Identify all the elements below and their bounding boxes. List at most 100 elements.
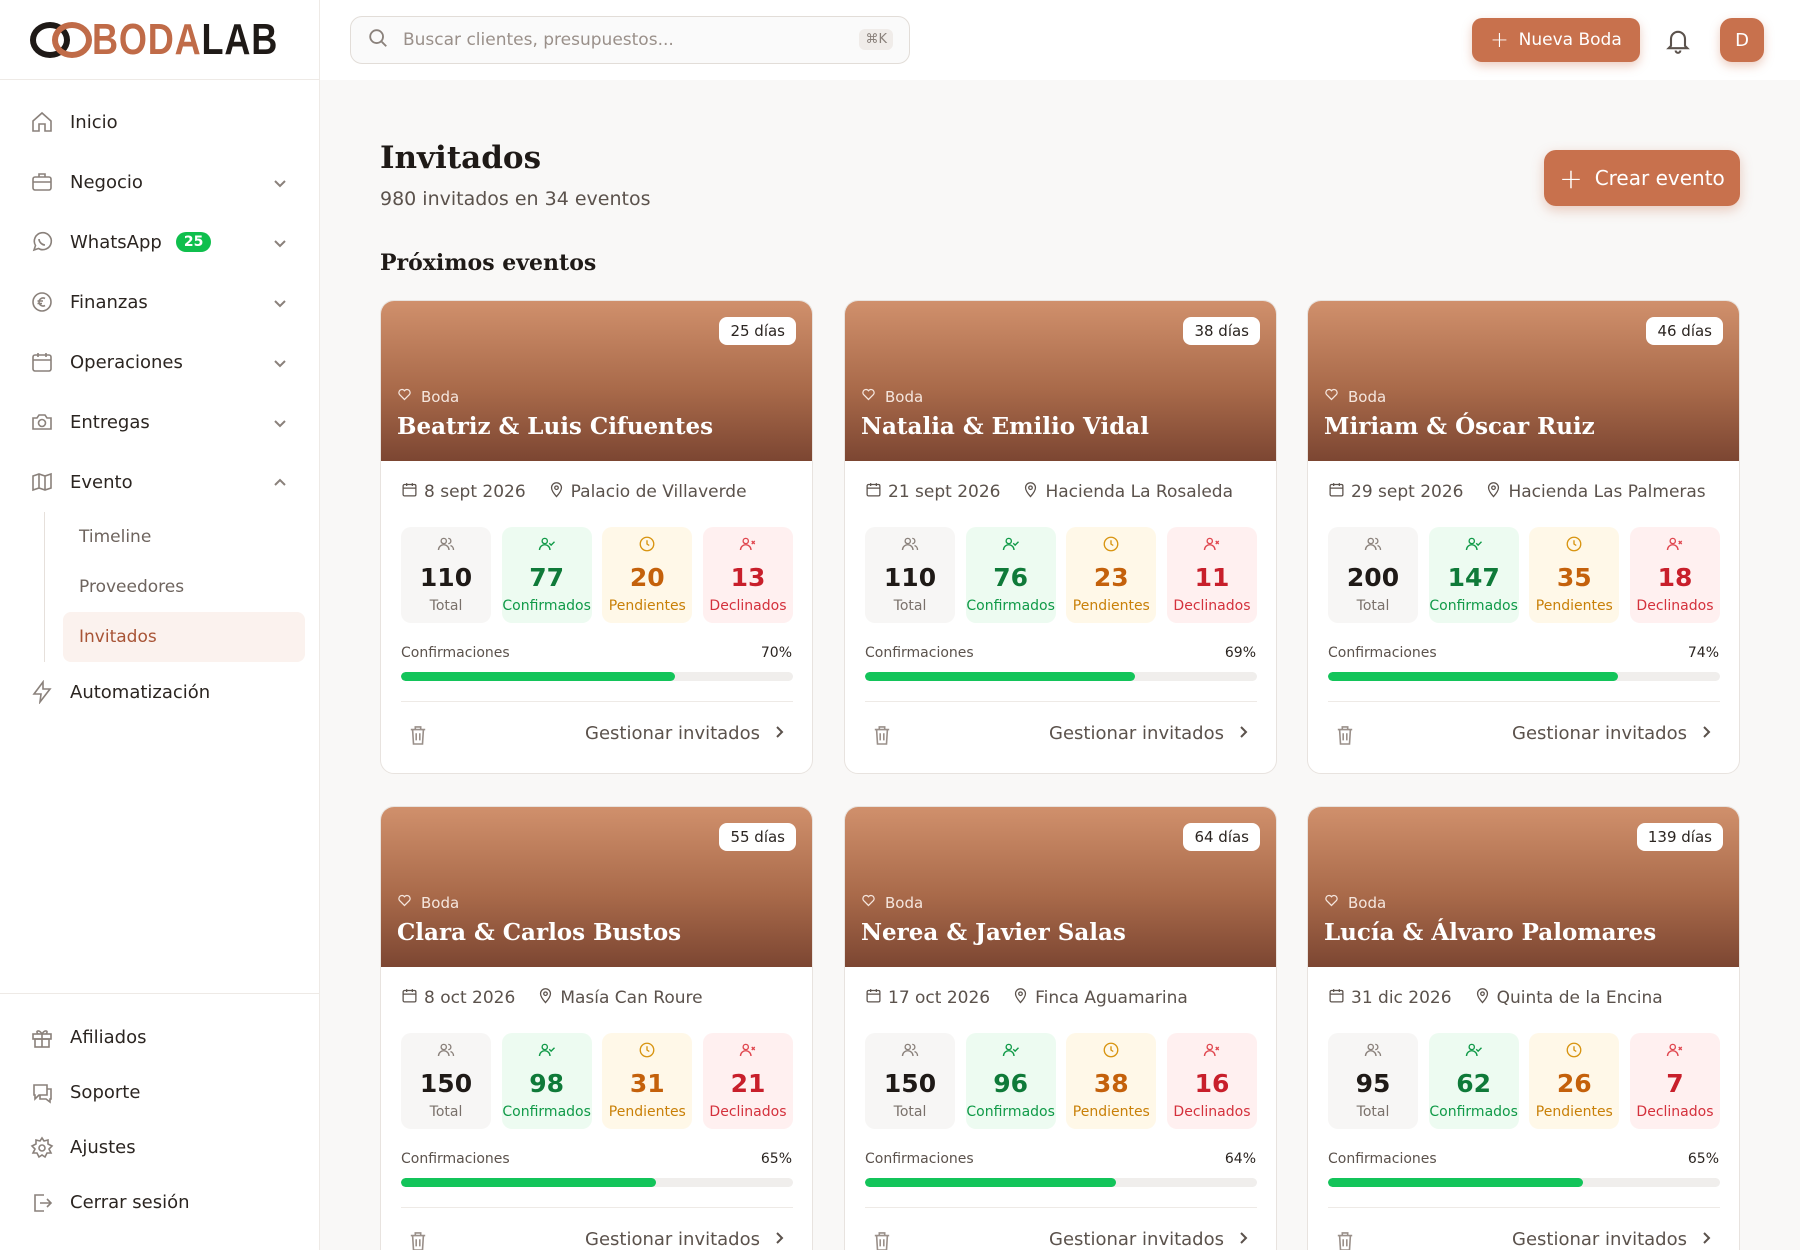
manage-guests-link[interactable]: Gestionar invitados xyxy=(1512,723,1713,744)
brand-logo[interactable]: BODALAB xyxy=(0,0,319,80)
progress-percent: 65% xyxy=(1687,1151,1719,1167)
stat-declined-label: Declinados xyxy=(709,598,787,614)
event-card[interactable]: 46 días Boda Miriam & Óscar Ruiz 29 sept… xyxy=(1307,300,1740,774)
event-card-header: 46 días Boda Miriam & Óscar Ruiz xyxy=(1308,301,1739,461)
heart-icon xyxy=(1324,387,1348,406)
chat-icon xyxy=(30,1081,54,1105)
chevron-down-icon[interactable] xyxy=(273,234,287,248)
divider xyxy=(865,701,1257,702)
manage-guests-link[interactable]: Gestionar invitados xyxy=(1049,723,1250,744)
days-remaining-badge: 55 días xyxy=(719,823,796,851)
sidebar-subitem-proveedores[interactable]: Proveedores xyxy=(79,577,185,597)
bell-icon[interactable] xyxy=(1664,26,1692,54)
trash-icon[interactable] xyxy=(1336,725,1354,745)
plus-icon: + xyxy=(1559,161,1583,195)
event-card[interactable]: 55 días Boda Clara & Carlos Bustos 8 oct… xyxy=(380,806,813,1250)
sidebar-item-automatizacion[interactable]: Automatización xyxy=(0,662,319,722)
manage-guests-label: Gestionar invitados xyxy=(1049,723,1224,744)
sidebar-item-cerrar-sesion[interactable]: Cerrar sesión xyxy=(0,1175,320,1230)
create-event-button[interactable]: + Crear evento xyxy=(1544,150,1740,206)
avatar[interactable]: D xyxy=(1720,18,1764,62)
couple-name: Beatriz & Luis Cifuentes xyxy=(397,413,714,440)
sidebar-item-label: Finanzas xyxy=(70,291,148,313)
chevron-down-icon[interactable] xyxy=(273,174,287,188)
calendar-icon xyxy=(401,481,424,503)
sidebar-item-label: WhatsApp xyxy=(70,231,162,253)
stat-total-value: 150 xyxy=(883,1069,937,1098)
stat-confirmed-label: Confirmados xyxy=(1429,598,1518,614)
event-type-label: Boda xyxy=(1348,893,1387,912)
manage-guests-link[interactable]: Gestionar invitados xyxy=(1512,1229,1713,1250)
progress-label: Confirmaciones xyxy=(1328,1151,1437,1167)
chevron-down-icon[interactable] xyxy=(273,414,287,428)
new-wedding-button[interactable]: + Nueva Boda xyxy=(1472,18,1640,62)
couple-name: Natalia & Emilio Vidal xyxy=(861,413,1149,440)
chevron-right-icon xyxy=(1687,1229,1713,1250)
chevron-up-icon[interactable] xyxy=(273,474,287,488)
trash-icon[interactable] xyxy=(409,1231,427,1250)
divider xyxy=(401,701,793,702)
bolt-icon xyxy=(30,680,54,704)
sidebar-subitem-timeline[interactable]: Timeline xyxy=(79,527,152,547)
location-pin-icon xyxy=(548,481,571,503)
progress-label: Confirmaciones xyxy=(401,645,510,661)
trash-icon[interactable] xyxy=(409,725,427,745)
sidebar-item-inicio[interactable]: Inicio xyxy=(0,92,319,152)
section-title: Próximos eventos xyxy=(380,250,597,276)
progress-fill xyxy=(401,1178,656,1187)
search-box[interactable]: ⌘K xyxy=(350,16,910,64)
camera-icon xyxy=(30,410,54,434)
stat-declined: 16 Declinados xyxy=(1166,1033,1257,1129)
days-remaining-badge: 38 días xyxy=(1183,317,1260,345)
stat-confirmed-label: Confirmados xyxy=(502,1104,591,1120)
stat-confirmed: 147 Confirmados xyxy=(1428,527,1519,623)
sidebar-item-ajustes[interactable]: Ajustes xyxy=(0,1120,320,1175)
trash-icon[interactable] xyxy=(873,1231,891,1250)
event-card[interactable]: 139 días Boda Lucía & Álvaro Palomares 3… xyxy=(1307,806,1740,1250)
chevron-down-icon[interactable] xyxy=(273,294,287,308)
stat-pending-label: Pendientes xyxy=(608,598,686,614)
sidebar-item-negocio[interactable]: Negocio xyxy=(0,152,319,212)
search-input[interactable] xyxy=(403,30,823,50)
progress-label: Confirmaciones xyxy=(1328,645,1437,661)
user-x-icon xyxy=(703,535,793,557)
event-card[interactable]: 25 días Boda Beatriz & Luis Cifuentes 8 … xyxy=(380,300,813,774)
sidebar-item-soporte[interactable]: Soporte xyxy=(0,1065,320,1120)
guest-stats: 150 Total 98 Confirmados 31 Pendientes 2… xyxy=(401,1033,793,1129)
users-icon xyxy=(401,1041,491,1063)
couple-name: Miriam & Óscar Ruiz xyxy=(1324,413,1595,440)
manage-guests-link[interactable]: Gestionar invitados xyxy=(585,723,786,744)
sidebar-item-entregas[interactable]: Entregas xyxy=(0,392,319,452)
stat-pending: 23 Pendientes xyxy=(1066,527,1157,623)
manage-guests-link[interactable]: Gestionar invitados xyxy=(1049,1229,1250,1250)
stat-pending-value: 31 xyxy=(629,1069,665,1098)
confirmation-progress-bar xyxy=(401,1178,793,1187)
stat-confirmed: 77 Confirmados xyxy=(501,527,592,623)
clock-icon xyxy=(1066,1041,1156,1063)
event-card[interactable]: 64 días Boda Nerea & Javier Salas 17 oct… xyxy=(844,806,1277,1250)
sidebar-item-operaciones[interactable]: Operaciones xyxy=(0,332,319,392)
chevron-down-icon[interactable] xyxy=(273,354,287,368)
stat-pending-label: Pendientes xyxy=(1535,1104,1613,1120)
stat-total: 200 Total xyxy=(1328,527,1418,623)
progress-percent: 74% xyxy=(1687,645,1719,661)
sidebar-item-afiliados[interactable]: Afiliados xyxy=(0,1010,320,1065)
trash-icon[interactable] xyxy=(1336,1231,1354,1250)
couple-name: Clara & Carlos Bustos xyxy=(397,919,682,946)
progress-fill xyxy=(865,1178,1116,1187)
manage-guests-link[interactable]: Gestionar invitados xyxy=(585,1229,786,1250)
stat-declined-value: 11 xyxy=(1194,563,1230,592)
divider xyxy=(865,1207,1257,1208)
sidebar-item-whatsapp[interactable]: WhatsApp 25 xyxy=(0,212,319,272)
map-icon xyxy=(30,470,54,494)
sidebar-item-evento[interactable]: Evento xyxy=(0,452,319,512)
sidebar-item-finanzas[interactable]: Finanzas xyxy=(0,272,319,332)
event-card[interactable]: 38 días Boda Natalia & Emilio Vidal 21 s… xyxy=(844,300,1277,774)
users-icon xyxy=(401,535,491,557)
calendar-icon xyxy=(30,350,54,374)
sidebar-subitem-invitados[interactable]: Invitados xyxy=(63,612,305,662)
trash-icon[interactable] xyxy=(873,725,891,745)
users-icon xyxy=(1328,1041,1418,1063)
stat-declined-label: Declinados xyxy=(1173,1104,1251,1120)
sidebar-item-label: Soporte xyxy=(70,1082,141,1103)
